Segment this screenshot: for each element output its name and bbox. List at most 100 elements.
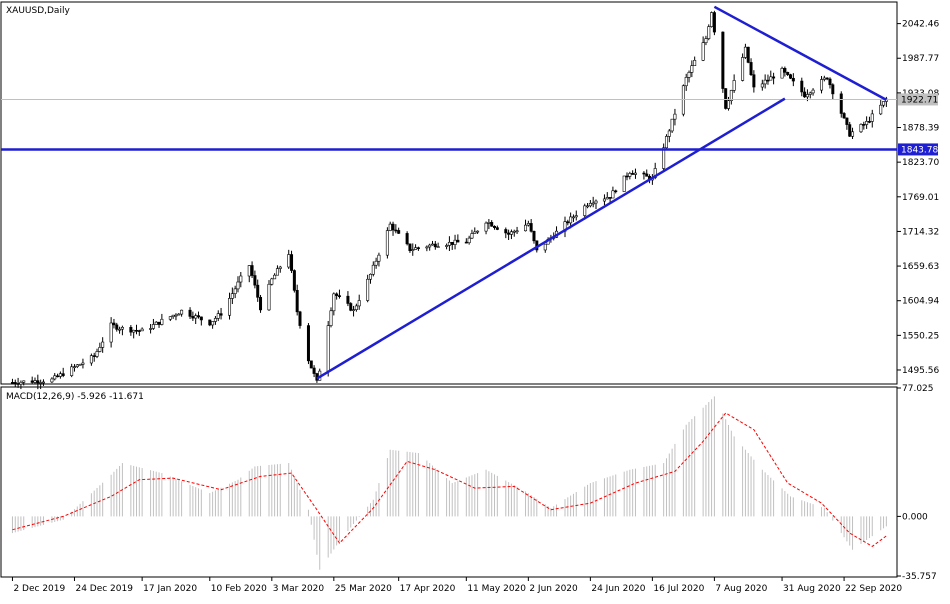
candle-body xyxy=(476,230,480,233)
candle-body xyxy=(208,319,212,326)
candle-body xyxy=(822,77,826,80)
candle-body xyxy=(292,270,296,291)
candle-body xyxy=(769,76,773,81)
candle-body xyxy=(275,268,279,276)
candle-body xyxy=(259,297,263,311)
candle-body xyxy=(157,321,161,325)
candle-body xyxy=(408,243,412,251)
candle-body xyxy=(72,366,76,368)
price-label: 1495.56 xyxy=(902,366,939,376)
candle-body xyxy=(828,78,832,86)
candle-body xyxy=(140,328,144,332)
macd-scale-label: 77.025 xyxy=(902,384,934,394)
candle-body xyxy=(470,233,474,239)
candle-body xyxy=(213,318,217,322)
price-panel-frame xyxy=(0,1,898,385)
candle-body xyxy=(780,68,784,79)
candle-body xyxy=(882,101,886,106)
candle-body xyxy=(507,232,511,235)
time-label: 7 Aug 2020 xyxy=(715,584,767,594)
candle-body xyxy=(374,260,378,266)
macd-scale-label: 0.000 xyxy=(902,512,928,522)
candle-body xyxy=(61,373,65,376)
candle-body xyxy=(845,117,849,125)
candle-body xyxy=(168,316,172,320)
candle-body xyxy=(865,121,869,125)
candle-body xyxy=(763,79,767,85)
candle-body xyxy=(859,124,863,133)
candle-body xyxy=(848,124,852,137)
candle-body xyxy=(36,380,40,384)
candle-body xyxy=(411,249,415,251)
candle-body xyxy=(772,76,776,79)
candle-body xyxy=(352,309,356,311)
candle-body xyxy=(118,328,122,331)
candle-body xyxy=(633,172,637,175)
candle-body xyxy=(112,322,116,326)
candle-body xyxy=(450,241,454,245)
candle-body xyxy=(160,318,164,325)
candle-body xyxy=(566,221,570,224)
candle-body xyxy=(346,295,350,304)
candle-body xyxy=(180,309,184,315)
candle-body xyxy=(673,113,677,120)
current-price-tag-bg xyxy=(898,93,938,106)
candle-body xyxy=(16,383,20,385)
candle-body xyxy=(151,324,155,329)
candle-body xyxy=(608,197,612,199)
candle-body xyxy=(800,80,804,93)
candle-body xyxy=(98,347,102,352)
candle-body xyxy=(247,265,251,277)
price-label: 1987.77 xyxy=(902,54,939,64)
candle-body xyxy=(13,382,17,384)
time-label: 25 Mar 2020 xyxy=(335,584,392,594)
candle-body xyxy=(870,113,874,122)
candle-body xyxy=(239,275,243,283)
candle-body xyxy=(687,72,691,78)
candle-body xyxy=(236,281,240,290)
candle-body xyxy=(464,241,468,244)
candle-body xyxy=(588,203,592,207)
current-price-tag: 1922.71 xyxy=(901,95,938,105)
price-label: 1769.01 xyxy=(902,193,939,203)
price-axis: 2042.461987.771933.081878.391823.701769.… xyxy=(897,20,939,376)
support-price-tag: 1843.78 xyxy=(901,145,938,155)
candle-body xyxy=(388,223,392,231)
candle-body xyxy=(53,375,57,380)
candle-body xyxy=(326,325,330,372)
candle-body xyxy=(746,46,750,63)
candle-body xyxy=(690,65,694,73)
candle-body xyxy=(622,175,626,192)
candle-body xyxy=(120,327,124,330)
candle-body xyxy=(337,295,341,297)
candle-body xyxy=(219,313,223,316)
time-label: 17 Jan 2020 xyxy=(143,584,197,594)
candle-body xyxy=(78,364,82,366)
candle-body xyxy=(752,74,756,88)
candle-body xyxy=(149,328,153,330)
candle-body xyxy=(397,230,401,234)
time-label: 3 Mar 2020 xyxy=(273,584,325,594)
candle-body xyxy=(495,227,499,230)
candle-body xyxy=(515,230,519,233)
candle-body xyxy=(574,215,578,218)
candle-body xyxy=(377,254,381,262)
candle-body xyxy=(726,100,730,109)
candle-body xyxy=(529,223,533,232)
candle-body xyxy=(591,202,595,205)
candle-body xyxy=(594,200,598,204)
candle-body xyxy=(101,341,105,348)
candle-body xyxy=(129,327,133,333)
candle-body xyxy=(228,298,232,316)
candle-body xyxy=(625,175,629,178)
candle-body xyxy=(233,288,237,294)
candle-body xyxy=(137,330,141,332)
candle-body xyxy=(174,314,178,317)
candle-body xyxy=(335,293,339,296)
candle-body xyxy=(667,130,671,137)
support-price-tag-bg xyxy=(898,143,938,156)
candle-body xyxy=(171,314,175,317)
candlesticks xyxy=(10,10,888,390)
falling-resistance-trendline xyxy=(713,5,887,101)
